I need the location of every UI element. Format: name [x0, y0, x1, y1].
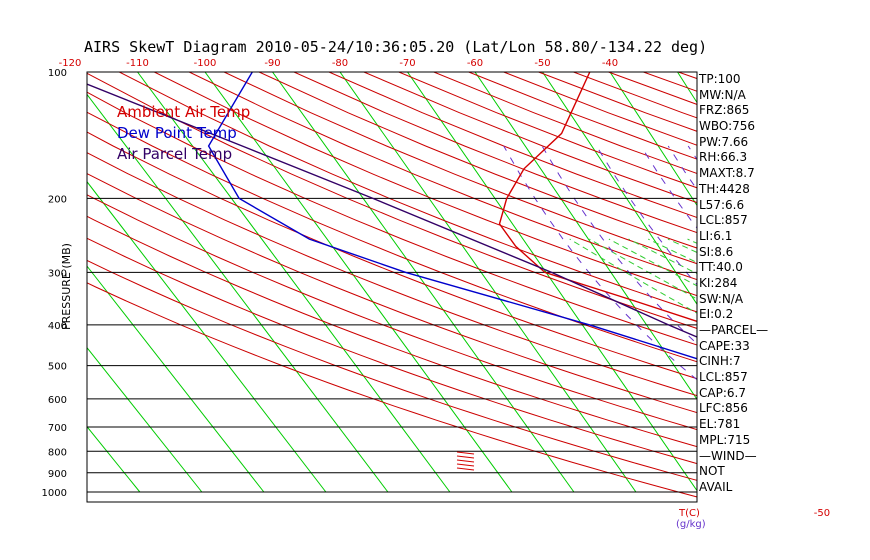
index-cinh: CINH:7	[699, 354, 741, 369]
pressure-tick-label: 1000	[42, 488, 67, 499]
stability-indices-panel: TP:100 MW:N/A FRZ:865 WBO:756 PW:7.66 RH…	[699, 72, 864, 496]
dry-adiabat-line	[87, 215, 697, 448]
dry-adiabat-line	[87, 259, 697, 481]
index-parcel-lcl: LCL:857	[699, 370, 748, 385]
index-cape: CAPE:33	[699, 338, 750, 353]
legend-air-parcel-temp: Air Parcel Temp	[117, 145, 233, 163]
dry-adiabat-line	[87, 282, 697, 498]
legend: Ambient Air Temp Dew Point Temp Air Parc…	[117, 102, 250, 165]
dry-adiabat-line	[87, 91, 697, 346]
index-ki: KI:284	[699, 275, 738, 290]
index-rh: RH:66.3	[699, 150, 748, 165]
index-l57: L57:6.6	[699, 197, 745, 212]
index-tp: TP:100	[699, 72, 741, 86]
index-si: SI:8.6	[699, 244, 734, 259]
index-li: LI:6.1	[699, 228, 733, 243]
top-temp-tick-label: -80	[332, 58, 348, 69]
surface-hatch-mark	[456, 467, 475, 471]
dry-adiabat-line	[87, 111, 697, 363]
isotherm-line	[542, 72, 697, 306]
dry-adiabat-line	[87, 173, 697, 414]
index-ei: EI:0.2	[699, 307, 734, 322]
mixing-ratio-unit-label: (g/kg)	[676, 519, 706, 530]
isotherm-line	[204, 72, 513, 493]
pressure-tick-label: 200	[48, 194, 67, 205]
pressure-tick-label: 100	[48, 68, 67, 79]
isotherm-line	[137, 72, 451, 493]
isotherm-line	[87, 265, 265, 493]
index-mw: MW:N/A	[699, 87, 746, 102]
bottom-temp-tick-label: -50	[814, 508, 830, 519]
top-temp-tick-label: -60	[467, 58, 483, 69]
pressure-tick-label: 800	[48, 447, 67, 458]
pressure-tick-label: 600	[48, 395, 67, 406]
top-temp-tick-label: -120	[59, 58, 82, 69]
dry-adiabat-line	[154, 72, 697, 297]
wind-avail: AVAIL	[699, 479, 733, 494]
series-line-1	[207, 72, 697, 360]
isotherm-line	[474, 72, 697, 401]
index-cap: CAP:6.7	[699, 385, 746, 400]
top-temp-tick-label: -110	[126, 58, 149, 69]
surface-hatch-mark	[456, 459, 475, 463]
plot-frame	[86, 71, 698, 503]
index-el: EL:781	[699, 417, 741, 432]
index-mpl: MPL:715	[699, 432, 751, 447]
index-sw: SW:N/A	[699, 291, 744, 306]
legend-ambient-air-temp: Ambient Air Temp	[117, 103, 251, 121]
wind-header: —WIND—	[699, 448, 757, 463]
dry-adiabat-line	[87, 237, 697, 465]
parcel-header: —PARCEL—	[699, 323, 769, 337]
pressure-tick-label: 500	[48, 362, 67, 373]
index-th: TH:4428	[699, 181, 750, 196]
dry-adiabat-line	[87, 194, 697, 431]
dry-adiabat-line	[188, 72, 697, 281]
dry-adiabat-line	[87, 152, 697, 397]
legend-dew-point-temp: Dew Point Temp	[117, 124, 237, 142]
dry-adiabat-line	[258, 72, 697, 249]
isotherm-line	[87, 180, 327, 493]
top-temp-tick-label: -50	[534, 58, 550, 69]
pressure-tick-label: 300	[48, 268, 67, 279]
series-line-2	[87, 83, 697, 338]
index-pw: PW:7.66	[699, 134, 749, 149]
chart-title: AIRS SkewT Diagram 2010-05-24/10:36:05.2…	[84, 38, 708, 56]
pressure-tick-label: 400	[48, 321, 67, 332]
top-temp-tick-label: -100	[194, 58, 217, 69]
surface-hatch-mark	[456, 451, 475, 455]
wind-not: NOT	[699, 464, 725, 479]
index-maxt: MAXT:8.7	[699, 166, 755, 181]
isotherm-line	[609, 72, 697, 207]
isotherm-line	[272, 72, 575, 493]
index-lfc: LFC:856	[699, 401, 748, 416]
top-temp-tick-label: -70	[399, 58, 415, 69]
top-temp-tick-label: -90	[264, 58, 280, 69]
temp-unit-label: T(C)	[678, 508, 700, 519]
dry-adiabat-line	[223, 72, 697, 265]
index-frz: FRZ:865	[699, 103, 750, 118]
pressure-tick-label: 700	[48, 423, 67, 434]
dry-adiabat-line	[119, 72, 697, 313]
surface-hatch-mark	[456, 455, 475, 459]
index-lcl: LCL:857	[699, 213, 748, 228]
y-axis-label: PRESSURE (MB)	[60, 243, 73, 330]
series-line-0	[498, 72, 697, 323]
index-wbo: WBO:756	[699, 119, 756, 134]
top-temp-tick-label: -40	[602, 58, 618, 69]
isotherm-line	[87, 346, 203, 493]
pressure-tick-label: 900	[48, 469, 67, 480]
dry-adiabat-line	[87, 72, 697, 329]
index-tt: TT:40.0	[699, 260, 743, 275]
surface-hatch-mark	[456, 463, 475, 467]
isotherm-line	[339, 72, 637, 493]
